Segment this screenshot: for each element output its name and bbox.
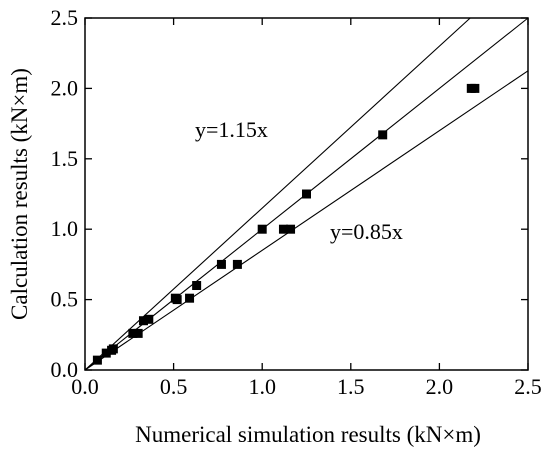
y-tick-label: 2.5	[51, 5, 79, 30]
data-point	[302, 189, 311, 199]
data-points	[92, 83, 480, 365]
data-point	[92, 355, 102, 365]
plot-frame	[84, 17, 529, 371]
y-tick-label: 0.5	[51, 287, 79, 312]
y-tick-label: 1.0	[51, 216, 79, 241]
data-point	[278, 224, 288, 234]
data-point	[286, 224, 296, 234]
data-point	[138, 316, 148, 326]
x-tick-label: 0.0	[71, 374, 99, 399]
x-axis: 0.0 0.5 1.0 1.5 2.0 2.5	[71, 18, 542, 399]
x-tick-label: 1.5	[337, 374, 365, 399]
y-axis-title: Calculation results (kN×m)	[7, 68, 32, 320]
annotation-lower-line: y=0.85x	[330, 219, 403, 244]
x-tick-label: 2.0	[426, 374, 454, 399]
x-axis-title: Numerical simulation results (kN×m)	[135, 422, 481, 447]
x-tick-label: 0.5	[160, 374, 188, 399]
data-point	[107, 345, 117, 355]
y-tick-label: 2.0	[51, 75, 79, 100]
y-tick-label: 0.0	[51, 357, 79, 382]
data-point	[232, 259, 242, 269]
x-tick-label: 1.0	[248, 374, 276, 399]
x-tick-label: 2.5	[514, 374, 542, 399]
y-tick-label: 1.5	[51, 146, 79, 171]
annotation-upper-line: y=1.15x	[195, 117, 268, 142]
data-point	[216, 259, 226, 269]
data-point	[133, 328, 143, 338]
data-point	[192, 281, 202, 291]
data-point	[470, 83, 480, 93]
reference-line-2	[84, 70, 529, 371]
data-point	[257, 224, 267, 234]
y-axis: 0.0 0.5 1.0 1.5 2.0 2.5	[51, 5, 528, 382]
data-point	[128, 328, 138, 338]
data-point	[185, 293, 195, 303]
data-point	[378, 130, 388, 140]
reference-line-0	[84, 17, 471, 371]
data-point	[144, 314, 154, 324]
data-point	[172, 295, 182, 305]
data-point	[101, 348, 111, 358]
